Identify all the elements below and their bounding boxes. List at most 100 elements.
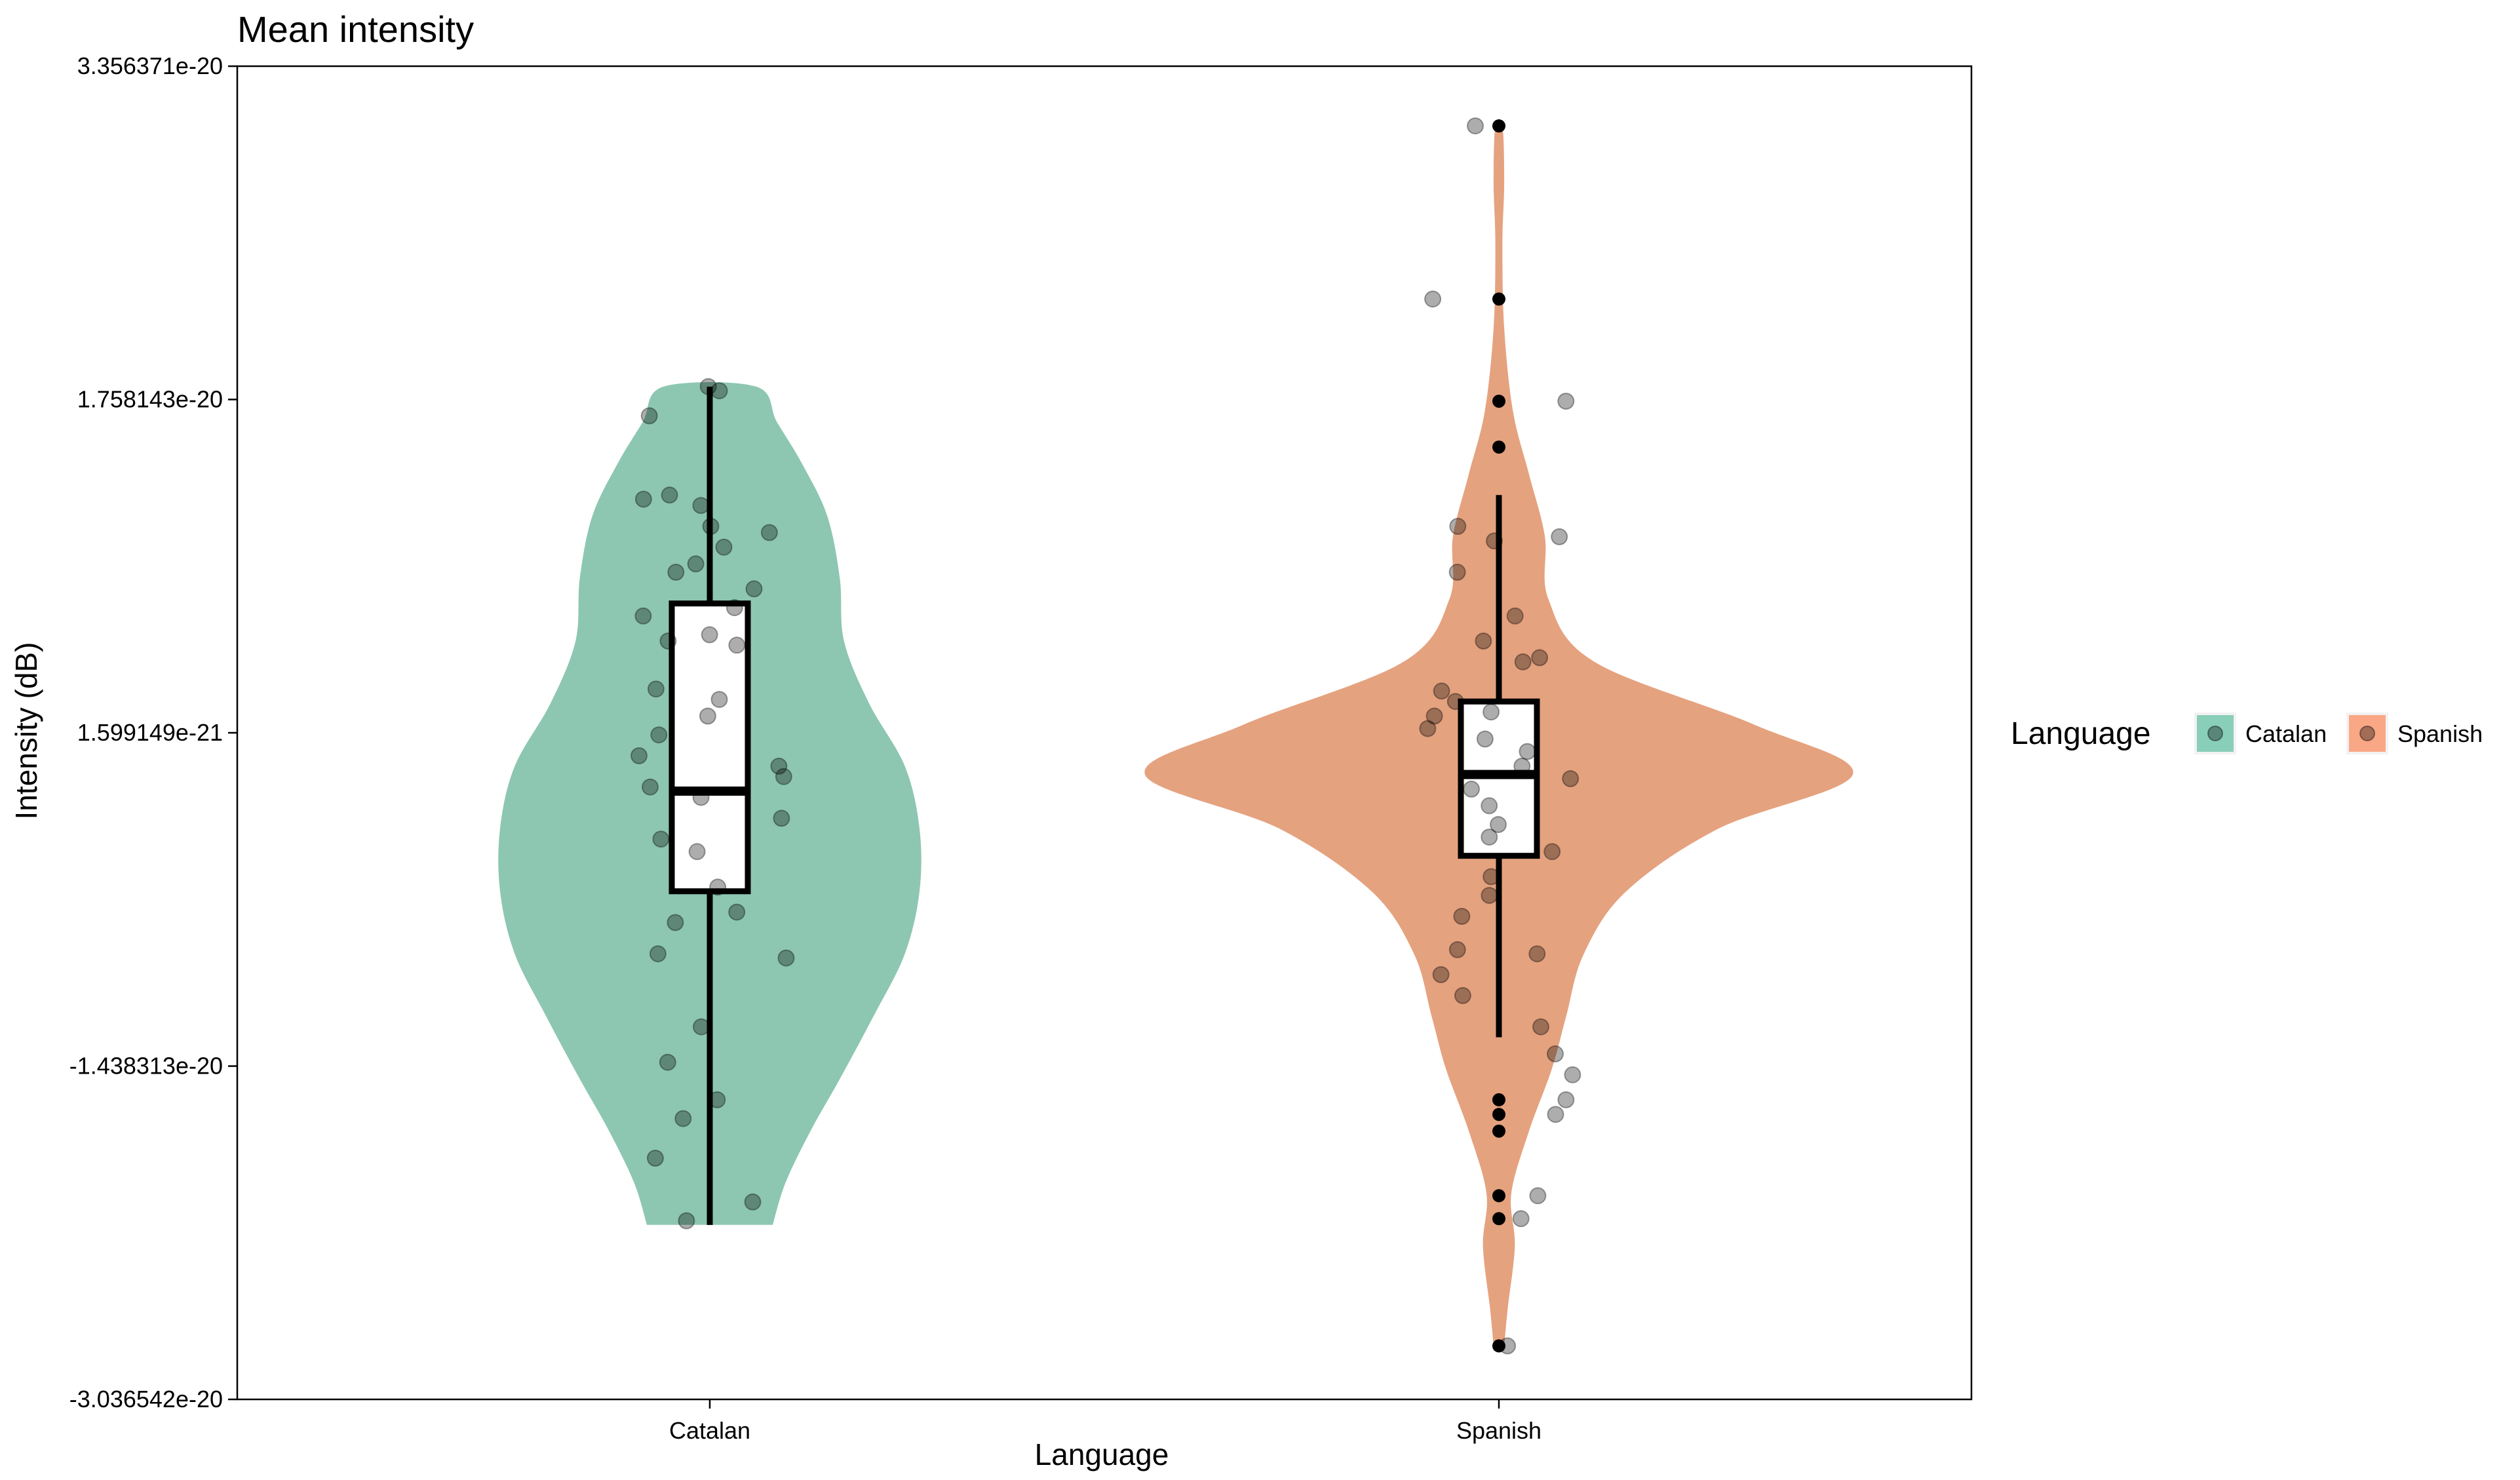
data-point bbox=[640, 407, 658, 425]
data-point bbox=[1419, 720, 1437, 737]
legend-title: Language bbox=[2011, 716, 2151, 751]
data-point bbox=[687, 555, 705, 573]
data-point bbox=[1528, 945, 1546, 963]
outlier-point bbox=[1492, 1212, 1505, 1226]
data-point bbox=[1557, 393, 1575, 410]
data-point bbox=[745, 580, 763, 598]
data-point bbox=[646, 1150, 664, 1167]
outlier-point bbox=[1492, 292, 1505, 306]
data-point bbox=[692, 789, 710, 806]
data-point bbox=[667, 564, 685, 581]
data-point bbox=[1543, 843, 1561, 861]
data-point bbox=[726, 599, 743, 617]
data-point bbox=[1483, 703, 1500, 721]
data-point bbox=[1557, 1091, 1575, 1108]
data-point bbox=[652, 830, 670, 848]
data-point bbox=[702, 518, 720, 535]
boxplots bbox=[669, 386, 1540, 1225]
legend-label: Spanish bbox=[2397, 720, 2483, 747]
jitter-points bbox=[630, 117, 1581, 1355]
outlier-points bbox=[1492, 119, 1505, 1353]
data-point bbox=[1425, 707, 1443, 725]
legend-swatch bbox=[2349, 715, 2386, 752]
data-point bbox=[1547, 1106, 1564, 1123]
outlier-point bbox=[1492, 1189, 1505, 1203]
data-point bbox=[744, 1193, 762, 1211]
y-axis-title: Intensity (dB) bbox=[9, 642, 43, 820]
data-point bbox=[634, 490, 652, 508]
data-point bbox=[649, 945, 667, 963]
data-point bbox=[715, 538, 733, 556]
outlier-point bbox=[1492, 395, 1505, 408]
box bbox=[669, 600, 751, 895]
y-tick-label: 3.356371e-20 bbox=[77, 52, 223, 79]
data-point bbox=[1531, 649, 1549, 667]
data-point bbox=[775, 768, 792, 785]
data-point bbox=[1433, 682, 1450, 700]
data-point bbox=[701, 626, 718, 644]
data-point bbox=[1551, 528, 1568, 545]
data-point bbox=[1512, 1210, 1530, 1228]
axes: -3.036542e-20 -1.438313e-20 1.599149e-21 1.… bbox=[69, 52, 1541, 1444]
data-point bbox=[667, 914, 684, 931]
legend: Language Catalan Spanish bbox=[2011, 712, 2483, 754]
data-point bbox=[1475, 633, 1492, 650]
outlier-point bbox=[1492, 1093, 1505, 1106]
data-point bbox=[1424, 290, 1442, 308]
data-point bbox=[630, 747, 648, 764]
legend-point bbox=[2207, 726, 2223, 741]
legend-entry-catalan: Catalan bbox=[2194, 712, 2327, 754]
data-point bbox=[1476, 730, 1494, 748]
data-point bbox=[688, 843, 706, 861]
x-axis-title: Language bbox=[1035, 1437, 1169, 1471]
data-point bbox=[1486, 532, 1503, 550]
data-point bbox=[674, 1110, 692, 1127]
data-point bbox=[1564, 1066, 1581, 1083]
data-point bbox=[678, 1212, 695, 1230]
data-point bbox=[659, 633, 677, 650]
data-point bbox=[760, 524, 778, 541]
data-point bbox=[710, 691, 728, 709]
data-point bbox=[642, 778, 659, 796]
data-point bbox=[1463, 780, 1480, 798]
outlier-point bbox=[1492, 440, 1505, 454]
legend-point bbox=[2359, 726, 2375, 741]
data-point bbox=[1483, 868, 1500, 886]
data-point bbox=[1453, 908, 1471, 925]
data-point bbox=[770, 757, 788, 775]
data-point bbox=[1481, 797, 1498, 815]
y-tick-label: -3.036542e-20 bbox=[69, 1386, 223, 1412]
boxplot-spanish bbox=[1458, 495, 1540, 1038]
data-point bbox=[647, 680, 665, 698]
legend-entry-spanish: Spanish bbox=[2346, 712, 2483, 754]
data-point bbox=[1547, 1045, 1564, 1062]
data-point bbox=[1506, 607, 1524, 625]
data-point bbox=[1481, 828, 1498, 846]
data-point bbox=[728, 903, 746, 921]
data-point bbox=[1432, 966, 1450, 983]
outlier-point bbox=[1492, 1124, 1505, 1138]
data-point bbox=[1448, 564, 1466, 581]
data-point bbox=[699, 378, 717, 395]
x-tick-label: Spanish bbox=[1456, 1417, 1541, 1444]
legend-label: Catalan bbox=[2245, 720, 2327, 747]
data-point bbox=[659, 1053, 676, 1071]
data-point bbox=[1513, 757, 1531, 775]
outlier-point bbox=[1492, 1339, 1505, 1353]
data-point bbox=[1481, 887, 1498, 905]
chart-title: Mean intensity bbox=[237, 9, 474, 50]
y-tick-label: -1.438313e-20 bbox=[69, 1052, 223, 1079]
data-point bbox=[777, 949, 795, 967]
data-point bbox=[1519, 743, 1536, 760]
x-tick-label: Catalan bbox=[669, 1417, 750, 1444]
data-point bbox=[699, 707, 716, 725]
data-point bbox=[1446, 693, 1464, 711]
data-point bbox=[710, 382, 728, 400]
legend-swatch bbox=[2197, 715, 2234, 752]
data-point bbox=[1514, 653, 1532, 671]
data-point bbox=[773, 809, 790, 827]
data-point bbox=[1448, 941, 1466, 958]
data-point bbox=[1529, 1187, 1547, 1205]
data-point bbox=[1562, 770, 1580, 787]
